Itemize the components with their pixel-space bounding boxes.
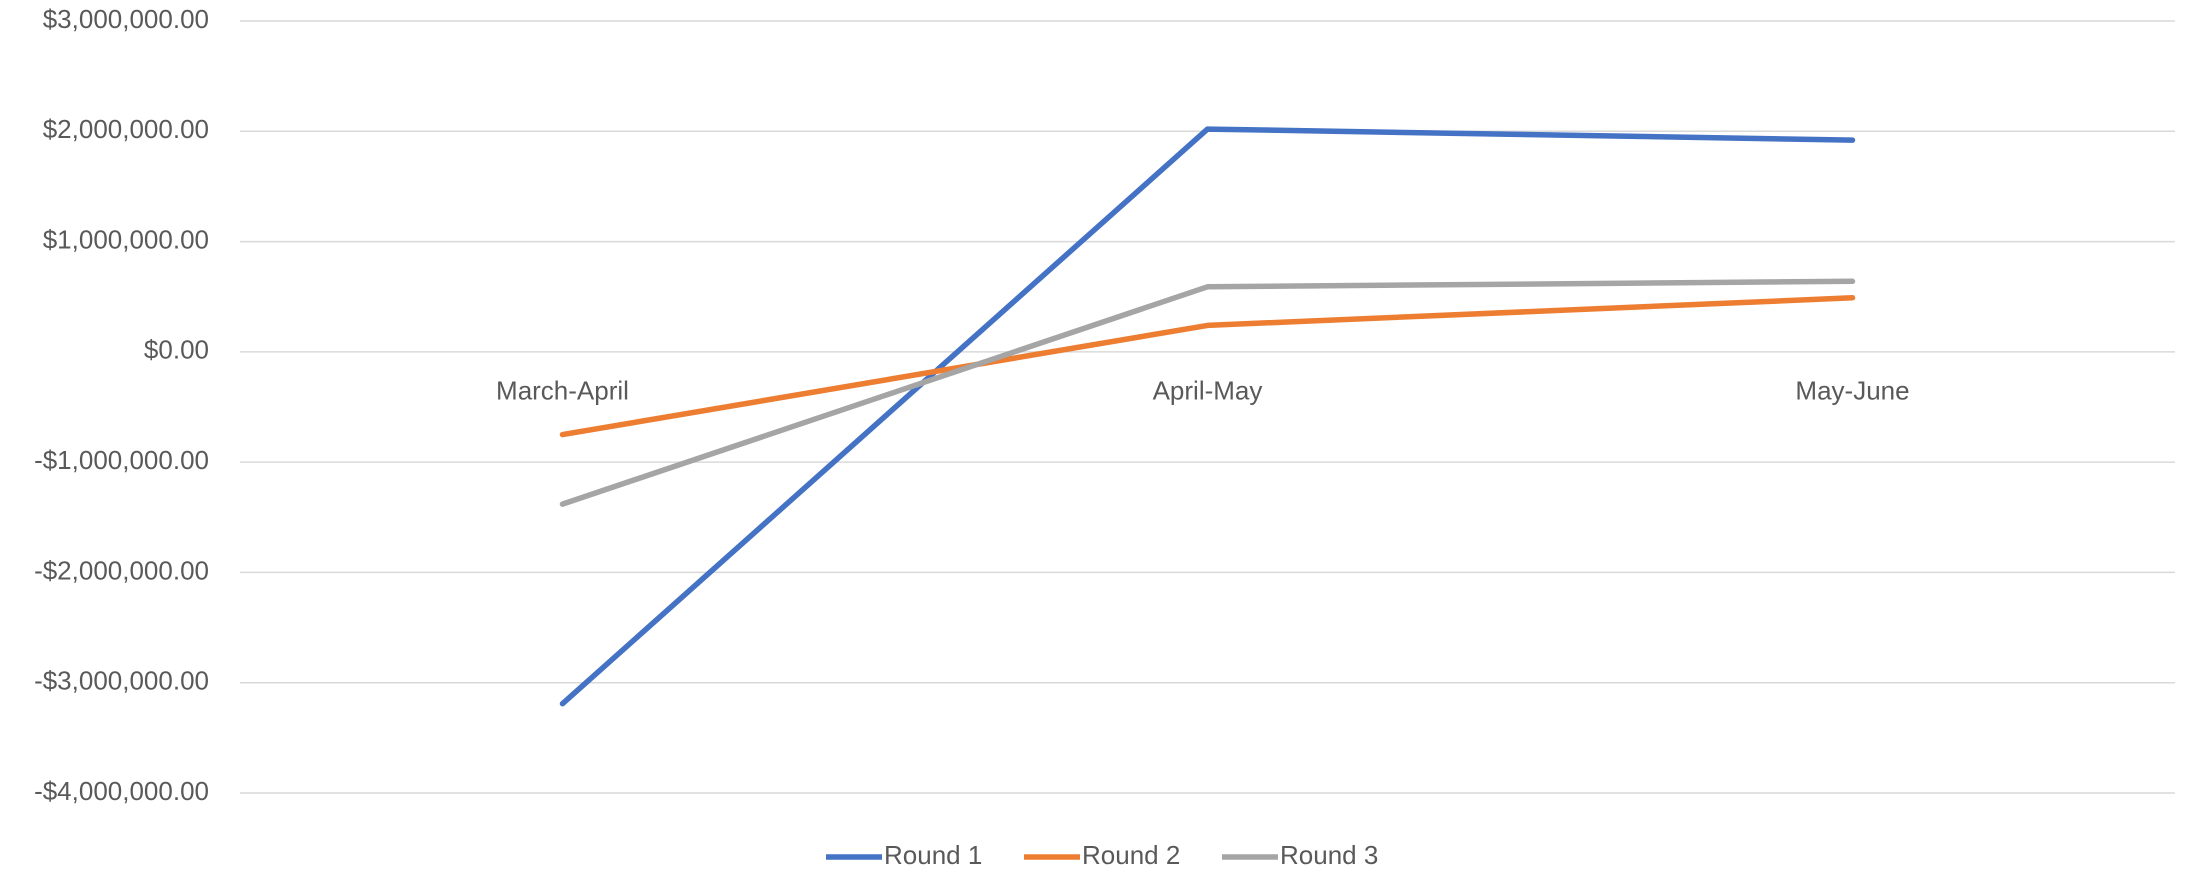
y-tick-label: -$2,000,000.00	[34, 555, 209, 585]
line-series	[559, 295, 1856, 438]
line-series	[559, 126, 1856, 707]
legend-label: Round 2	[1082, 840, 1180, 870]
x-tick-label: April-May	[1153, 376, 1263, 406]
y-tick-label: $3,000,000.00	[43, 4, 209, 34]
legend-label: Round 1	[884, 840, 982, 870]
x-tick-label: May-June	[1795, 376, 1909, 406]
y-tick-label: $0.00	[144, 335, 209, 365]
line-series	[559, 278, 1856, 507]
y-tick-label: -$1,000,000.00	[34, 445, 209, 475]
y-tick-label: $2,000,000.00	[43, 114, 209, 144]
x-tick-label: March-April	[496, 376, 629, 406]
y-tick-label: $1,000,000.00	[43, 224, 209, 254]
y-tick-label: -$4,000,000.00	[34, 776, 209, 806]
y-tick-label: -$3,000,000.00	[34, 666, 209, 696]
legend-label: Round 3	[1280, 840, 1378, 870]
